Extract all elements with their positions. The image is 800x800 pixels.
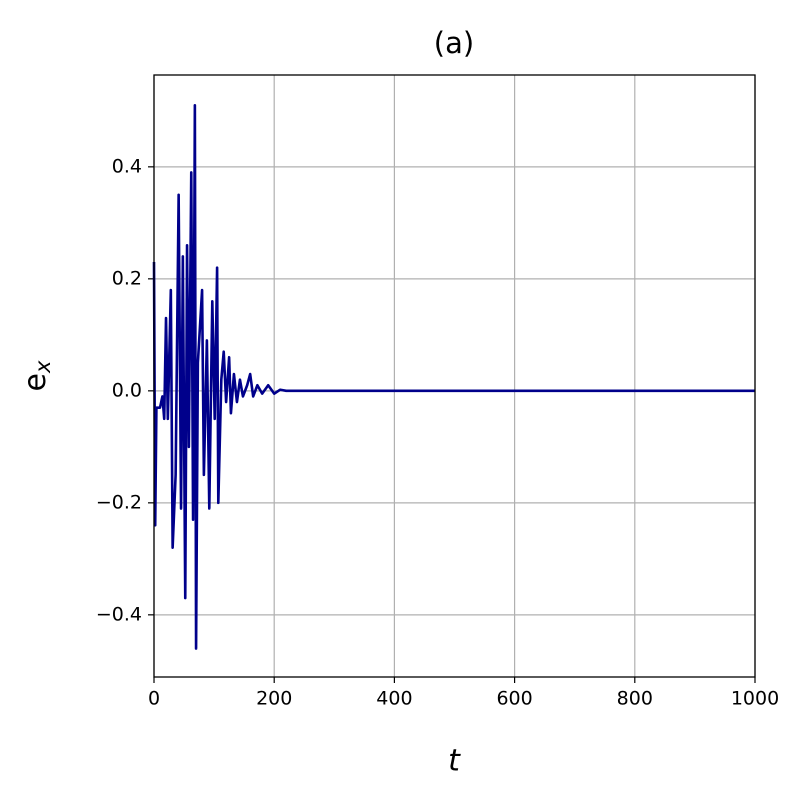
data-line — [152, 103, 755, 650]
x-tick-label: 200 — [256, 688, 292, 710]
y-axis-label-main: e — [18, 373, 53, 391]
x-tick-label: 600 — [496, 688, 532, 710]
x-tick-label: 0 — [148, 688, 160, 710]
y-tick-label: 0.0 — [112, 379, 142, 401]
y-tick-label: −0.4 — [96, 603, 142, 625]
x-tick-label: 800 — [617, 688, 653, 710]
x-tick-label: 400 — [376, 688, 412, 710]
x-tick-label: 1000 — [731, 688, 779, 710]
y-axis-label: ex — [18, 360, 56, 391]
plot-frame — [153, 74, 756, 678]
y-tick-label: 0.2 — [112, 267, 142, 289]
chart-title: (a) — [434, 26, 474, 60]
y-tick-label: 0.4 — [112, 155, 142, 177]
y-tick-label: −0.2 — [96, 491, 142, 513]
y-axis-label-subscript: x — [31, 360, 55, 374]
x-axis-label: t — [448, 744, 461, 779]
